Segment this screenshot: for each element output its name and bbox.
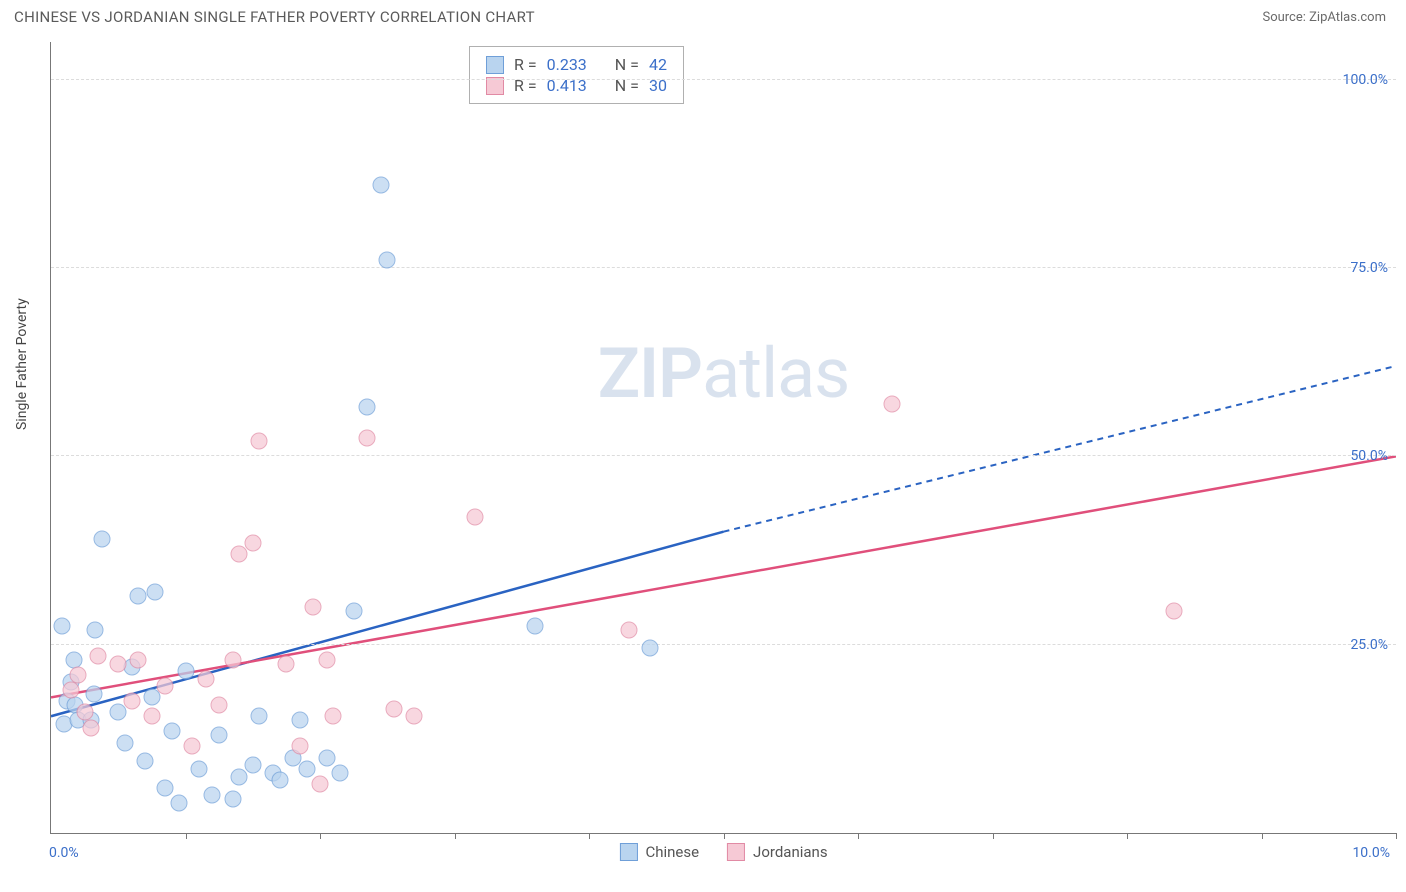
data-point: [318, 651, 335, 668]
data-point: [312, 776, 329, 793]
data-point: [345, 602, 362, 619]
data-point: [291, 738, 308, 755]
x-tick: [589, 833, 590, 839]
y-tick-label: 50.0%: [1350, 448, 1388, 464]
data-point: [63, 681, 80, 698]
data-point: [157, 678, 174, 695]
x-tick: [724, 833, 725, 839]
source-label: Source: ZipAtlas.com: [1262, 10, 1386, 25]
data-point: [291, 712, 308, 729]
data-point: [123, 693, 140, 710]
swatch-chinese: [486, 56, 504, 74]
legend-row-chinese: R = 0.233 N = 42: [486, 55, 667, 74]
data-point: [1166, 602, 1183, 619]
data-point: [332, 764, 349, 781]
data-point: [251, 708, 268, 725]
y-tick-label: 25.0%: [1350, 637, 1388, 653]
gridline: [51, 644, 1396, 645]
y-tick-label: 100.0%: [1343, 72, 1388, 88]
y-tick-label: 75.0%: [1350, 260, 1388, 276]
data-point: [53, 617, 70, 634]
x-min-label: 0.0%: [49, 845, 79, 861]
watermark-text: ZIPatlas: [598, 333, 850, 415]
series-legend: Chinese Jordanians: [619, 843, 827, 861]
x-tick: [1396, 833, 1397, 839]
data-point: [372, 177, 389, 194]
data-point: [406, 708, 423, 725]
y-axis-label: Single Father Poverty: [14, 298, 30, 430]
legend-item-jordanians: Jordanians: [727, 843, 828, 861]
data-point: [184, 738, 201, 755]
data-point: [86, 685, 103, 702]
x-max-label: 10.0%: [1352, 845, 1390, 861]
n-value-chinese: 42: [649, 55, 667, 74]
data-point: [116, 734, 133, 751]
data-point: [621, 621, 638, 638]
data-point: [305, 599, 322, 616]
data-point: [359, 399, 376, 416]
data-point: [190, 760, 207, 777]
data-point: [164, 723, 181, 740]
data-point: [278, 655, 295, 672]
data-point: [170, 794, 187, 811]
data-point: [379, 252, 396, 269]
statistics-legend: R = 0.233 N = 42 R = 0.413 N = 30: [469, 46, 684, 104]
data-point: [83, 719, 100, 736]
data-point: [883, 395, 900, 412]
data-point: [130, 587, 147, 604]
data-point: [325, 708, 342, 725]
legend-item-chinese: Chinese: [619, 843, 699, 861]
data-point: [177, 663, 194, 680]
gridline: [51, 267, 1396, 268]
data-point: [385, 700, 402, 717]
data-point: [211, 696, 228, 713]
data-point: [224, 791, 241, 808]
data-point: [94, 531, 111, 548]
data-point: [359, 429, 376, 446]
x-tick: [1127, 833, 1128, 839]
data-point: [224, 651, 241, 668]
data-point: [244, 534, 261, 551]
x-tick: [455, 833, 456, 839]
swatch-chinese-icon: [619, 843, 637, 861]
data-point: [211, 727, 228, 744]
x-tick: [1262, 833, 1263, 839]
data-point: [130, 651, 147, 668]
x-tick: [186, 833, 187, 839]
data-point: [244, 757, 261, 774]
chart-plot-area: ZIPatlas R = 0.233 N = 42 R = 0.413 N = …: [50, 42, 1396, 834]
data-point: [251, 433, 268, 450]
data-point: [318, 749, 335, 766]
data-point: [137, 753, 154, 770]
r-value-chinese: 0.233: [547, 55, 587, 74]
data-point: [143, 708, 160, 725]
data-point: [641, 640, 658, 657]
data-point: [466, 508, 483, 525]
header-bar: CHINESE VS JORDANIAN SINGLE FATHER POVER…: [0, 0, 1406, 34]
data-point: [90, 647, 107, 664]
data-point: [69, 666, 86, 683]
data-point: [146, 583, 163, 600]
x-tick: [993, 833, 994, 839]
data-point: [157, 779, 174, 796]
gridline: [51, 455, 1396, 456]
x-tick: [320, 833, 321, 839]
chart-title: CHINESE VS JORDANIAN SINGLE FATHER POVER…: [14, 8, 535, 26]
data-point: [527, 617, 544, 634]
data-point: [271, 772, 288, 789]
data-point: [204, 787, 221, 804]
data-point: [110, 655, 127, 672]
data-point: [197, 670, 214, 687]
data-point: [87, 621, 104, 638]
gridline: [51, 79, 1396, 80]
x-tick: [858, 833, 859, 839]
data-point: [298, 760, 315, 777]
swatch-jordanians-icon: [727, 843, 745, 861]
